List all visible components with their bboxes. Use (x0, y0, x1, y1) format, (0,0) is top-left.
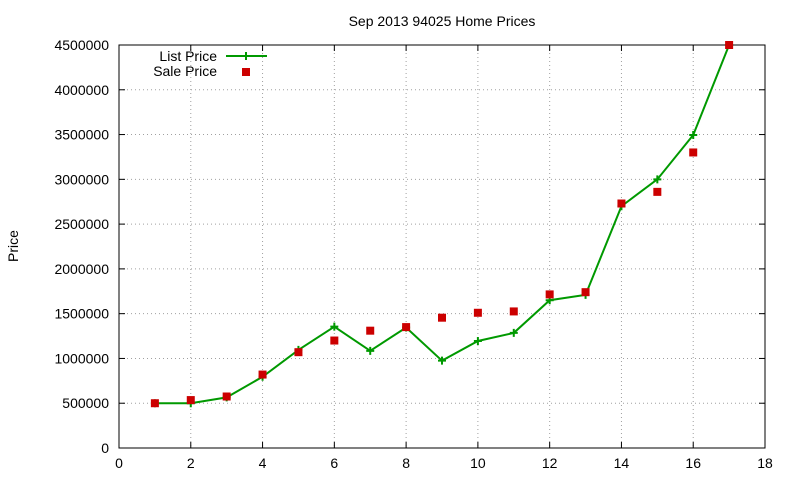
list-price-point (689, 131, 698, 140)
y-tick-label: 500000 (62, 395, 109, 411)
legend-label-list-price: List Price (159, 48, 217, 64)
y-tick-label: 2000000 (54, 261, 109, 277)
chart-title: Sep 2013 94025 Home Prices (349, 13, 536, 29)
y-axis-label: Price (5, 230, 21, 262)
y-tick-label: 3500000 (54, 127, 109, 143)
x-tick-label: 4 (259, 455, 267, 471)
sale-price-point (402, 323, 411, 332)
legend-label-sale-price: Sale Price (153, 63, 217, 79)
list-price-point (653, 175, 662, 184)
sale-price-point (653, 187, 662, 196)
sale-price-point (581, 288, 590, 297)
list-price-point (330, 322, 339, 331)
sale-price-point (617, 199, 626, 208)
x-tick-label: 16 (685, 455, 701, 471)
legend: List Price Sale Price (153, 48, 267, 79)
x-tick-label: 10 (470, 455, 486, 471)
y-tick-label: 3000000 (54, 171, 109, 187)
sale-price-point (222, 392, 231, 401)
sale-price-point (509, 307, 518, 316)
legend-marker-sale-price (242, 68, 250, 76)
sale-price-point (294, 348, 303, 357)
plot-frame (118, 44, 766, 449)
list-price-line (154, 44, 731, 405)
x-tick-label: 8 (402, 455, 410, 471)
sale-price-point (330, 336, 339, 345)
y-tick-label: 1000000 (54, 350, 109, 366)
sale-price-point (366, 326, 375, 335)
x-tick-label: 18 (757, 455, 773, 471)
sale-price-point (438, 313, 446, 322)
list-price-point (473, 336, 482, 345)
list-price-point (366, 346, 375, 355)
x-tick-label: 12 (542, 455, 558, 471)
grid (119, 45, 765, 448)
series (150, 41, 734, 408)
y-tick-label: 1500000 (54, 306, 109, 322)
axis-ticks: 0 2 4 6 8 10 12 14 16 18 0 500000 1000000 1500000 2000… (54, 37, 773, 471)
list-price-point (509, 328, 518, 337)
sale-price-point (150, 399, 159, 408)
sale-price-point (545, 290, 554, 299)
sale-price-point (689, 148, 698, 157)
y-tick-label: 2500000 (54, 216, 109, 232)
y-tick-label: 4500000 (54, 37, 109, 53)
x-tick-label: 14 (614, 455, 630, 471)
sale-price-point (473, 308, 482, 317)
sale-price-point (725, 41, 734, 49)
x-tick-label: 6 (330, 455, 338, 471)
sale-price-point (186, 396, 195, 405)
x-tick-label: 0 (115, 455, 123, 471)
x-tick-label: 2 (187, 455, 195, 471)
y-tick-label: 0 (101, 440, 109, 456)
y-tick-label: 4000000 (54, 82, 109, 98)
list-price-point (438, 356, 446, 365)
legend-marker-list-price (242, 52, 250, 60)
sale-price-point (258, 370, 267, 379)
